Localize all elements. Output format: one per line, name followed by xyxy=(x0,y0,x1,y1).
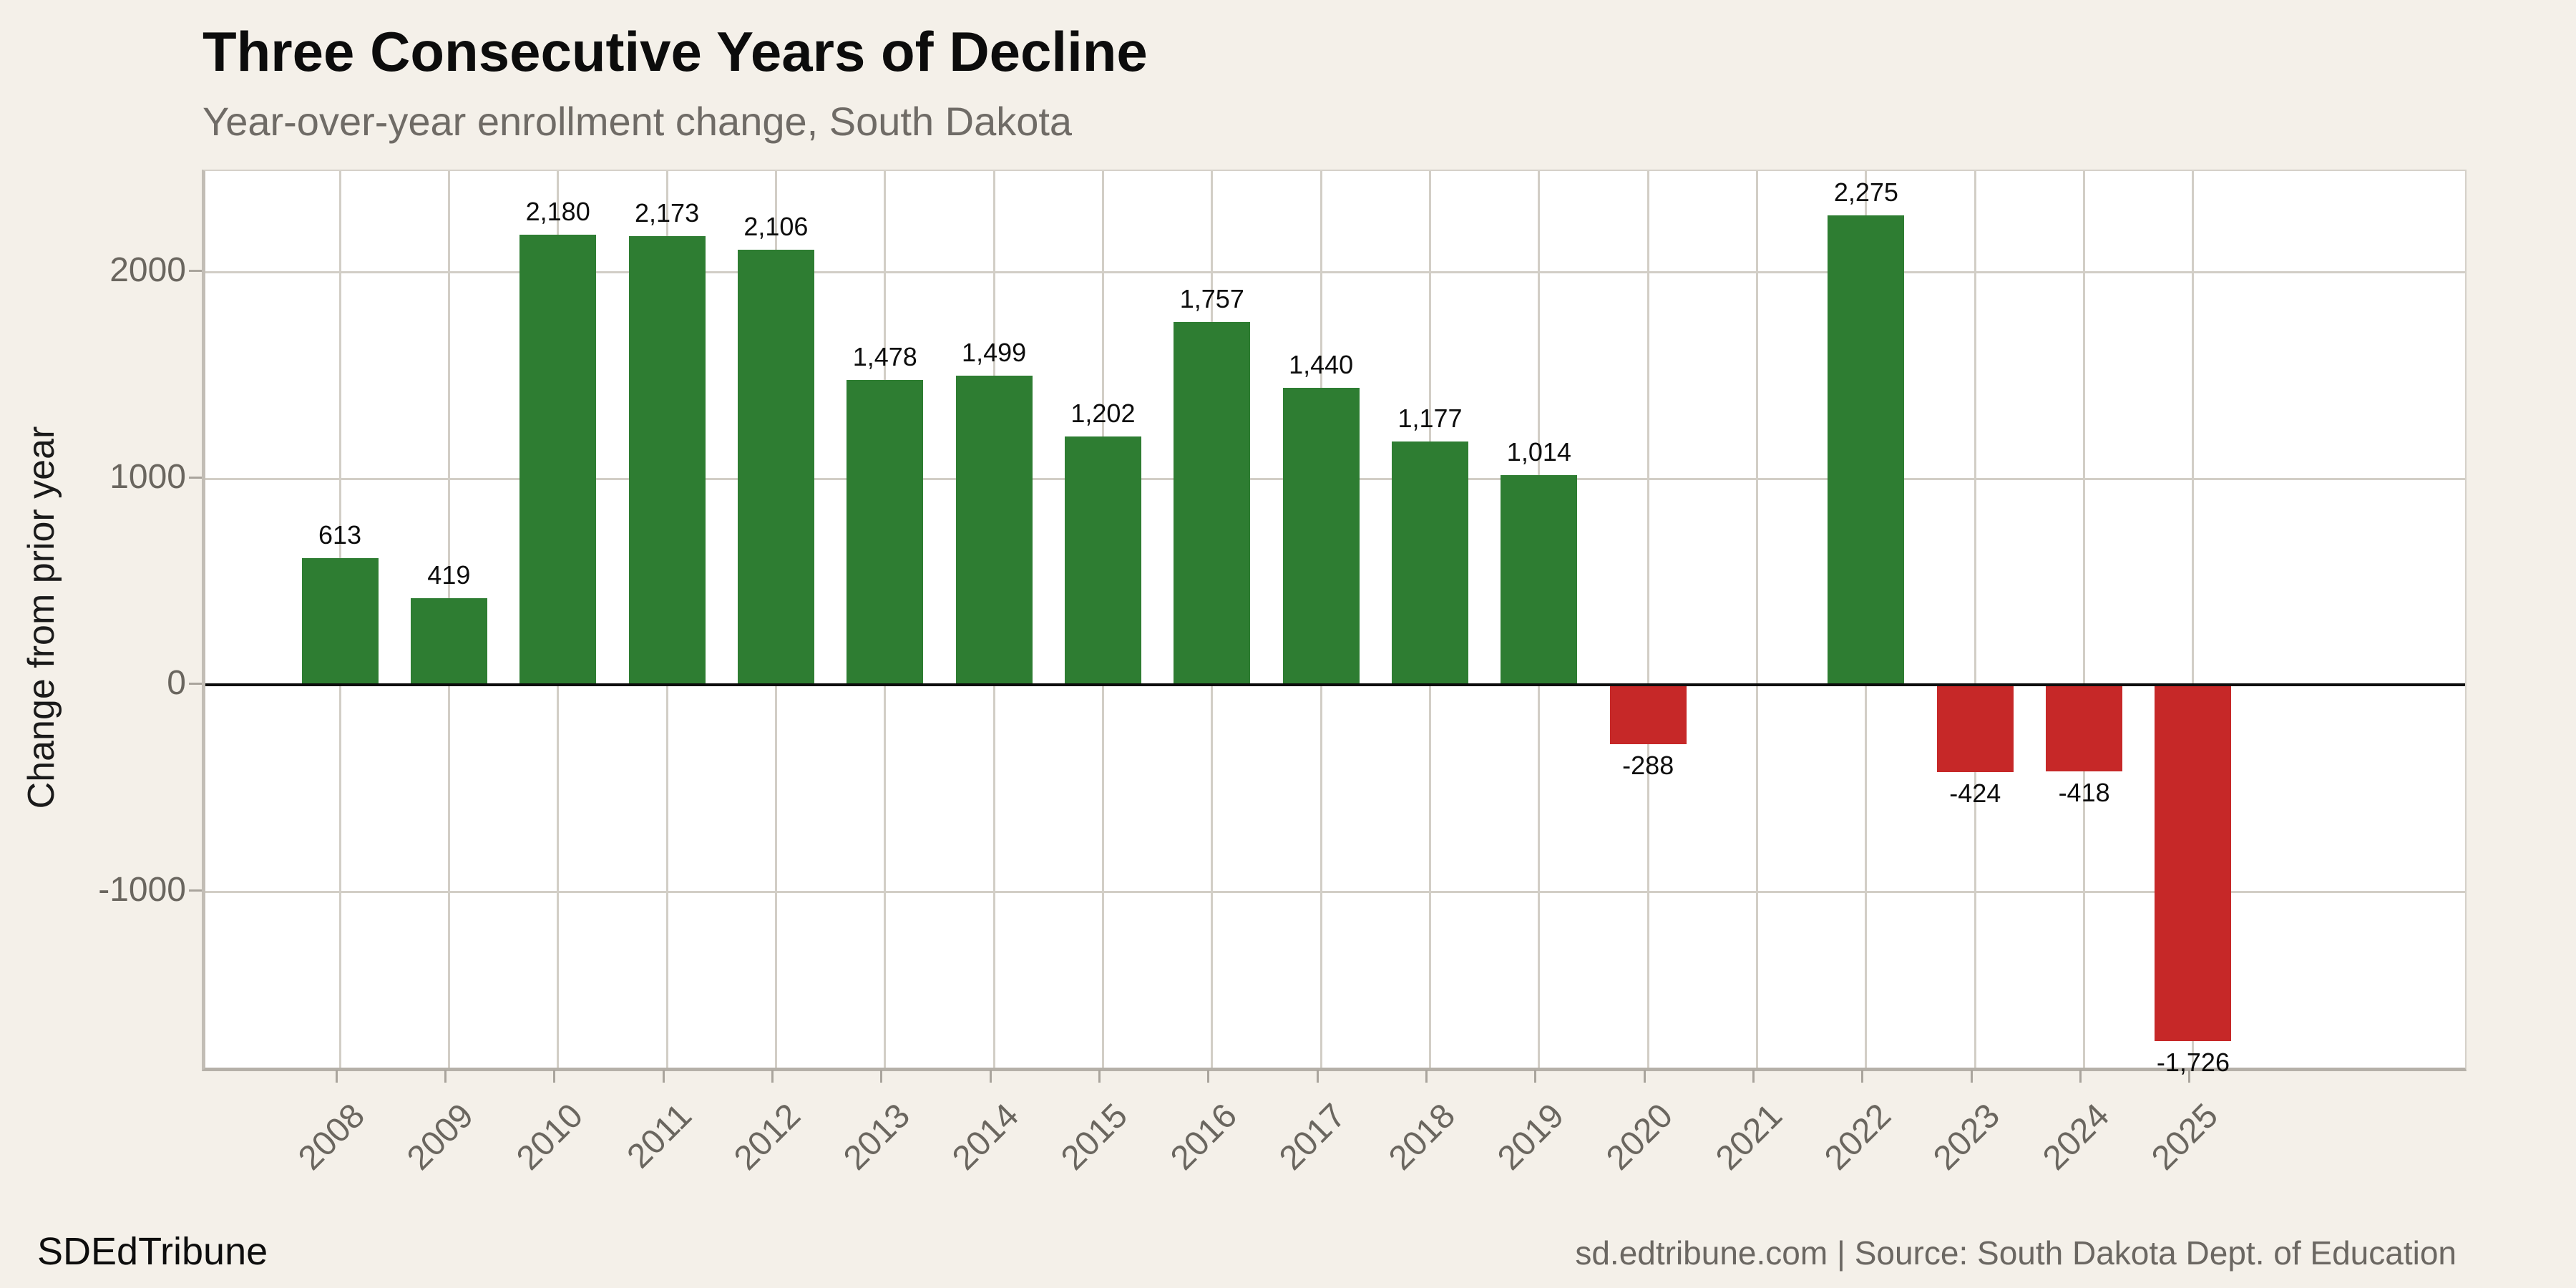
v-gridline xyxy=(2192,171,2195,1068)
x-tick xyxy=(2188,1070,2191,1083)
x-tick xyxy=(1316,1070,1319,1083)
brand-label: SDEdTribune xyxy=(37,1230,268,1273)
bar-value-label: 1,177 xyxy=(1397,404,1463,434)
bar-2015 xyxy=(1064,436,1141,685)
x-tick xyxy=(1207,1070,1210,1083)
bar-2017 xyxy=(1282,387,1360,685)
bar-value-label: 1,014 xyxy=(1506,437,1571,467)
bar-value-label: 2,106 xyxy=(743,212,809,242)
x-tick xyxy=(2079,1070,2082,1083)
bar-2009 xyxy=(410,598,487,685)
x-tick xyxy=(553,1070,556,1083)
y-tick xyxy=(189,270,202,272)
bar-value-label: 1,440 xyxy=(1289,349,1354,379)
x-tick xyxy=(1425,1070,1428,1083)
bar-value-label: -424 xyxy=(1949,779,2001,809)
x-tick xyxy=(662,1070,665,1083)
bar-2022 xyxy=(1828,215,1905,685)
h-gridline xyxy=(205,271,2465,273)
plot-area: 613 419 2,180 2,173 2,106 1,478 1,499 1,202 1,75… xyxy=(202,170,2467,1076)
x-tick xyxy=(1098,1070,1101,1083)
source-attribution: sd.edtribune.com | Source: South Dakota … xyxy=(1575,1234,2457,1272)
bar-2011 xyxy=(628,236,706,685)
y-tick-label: -1000 xyxy=(98,870,186,909)
h-gridline xyxy=(205,890,2465,893)
chart-title: Three Consecutive Years of Decline xyxy=(203,20,1148,83)
y-tick-label: 0 xyxy=(167,664,186,702)
bar-value-label: 2,173 xyxy=(635,198,700,228)
bar-2014 xyxy=(955,375,1033,685)
chart-subtitle: Year-over-year enrollment change, South … xyxy=(203,99,1073,144)
bar-value-label: 419 xyxy=(427,560,471,590)
x-tick xyxy=(1861,1070,1864,1083)
x-tick xyxy=(1643,1070,1646,1083)
v-gridline xyxy=(1974,171,1976,1068)
x-tick xyxy=(444,1070,447,1083)
bar-value-label: 613 xyxy=(318,520,362,550)
bar-2018 xyxy=(1392,441,1468,685)
x-tick xyxy=(335,1070,338,1083)
x-tick xyxy=(880,1070,883,1083)
bar-2016 xyxy=(1174,322,1251,685)
zero-line xyxy=(205,683,2465,686)
bar-2024 xyxy=(2046,685,2123,771)
y-tick xyxy=(189,476,202,479)
v-gridline xyxy=(1756,171,1759,1068)
bar-value-label: -418 xyxy=(2058,777,2110,807)
y-tick xyxy=(189,683,202,685)
x-tick xyxy=(1752,1070,1755,1083)
bar-2020 xyxy=(1609,685,1687,745)
bar-value-label: -288 xyxy=(1622,751,1674,781)
x-tick xyxy=(771,1070,774,1083)
bar-value-label: 1,757 xyxy=(1179,284,1244,314)
y-tick xyxy=(189,889,202,892)
x-tick xyxy=(1534,1070,1537,1083)
bar-value-label: 1,202 xyxy=(1070,399,1136,429)
bar-2013 xyxy=(847,379,924,685)
x-tick xyxy=(989,1070,992,1083)
bar-value-label: 1,478 xyxy=(852,341,917,371)
bar-2010 xyxy=(519,235,597,685)
bar-2008 xyxy=(301,558,379,685)
bar-value-label: 2,275 xyxy=(1833,177,1898,207)
y-tick-label: 2000 xyxy=(109,251,186,289)
v-gridline xyxy=(1646,171,1649,1068)
bar-value-label: 1,499 xyxy=(962,337,1027,367)
bar-2025 xyxy=(2155,685,2232,1041)
bar-2019 xyxy=(1501,475,1578,685)
bar-value-label: 2,180 xyxy=(525,197,590,227)
v-gridline xyxy=(2083,171,2086,1068)
x-tick xyxy=(1970,1070,1973,1083)
bar-2023 xyxy=(1936,685,2014,773)
y-tick-label: 1000 xyxy=(109,457,186,496)
bar-2012 xyxy=(737,250,814,685)
bar-value-label: -1,726 xyxy=(2156,1047,2230,1077)
